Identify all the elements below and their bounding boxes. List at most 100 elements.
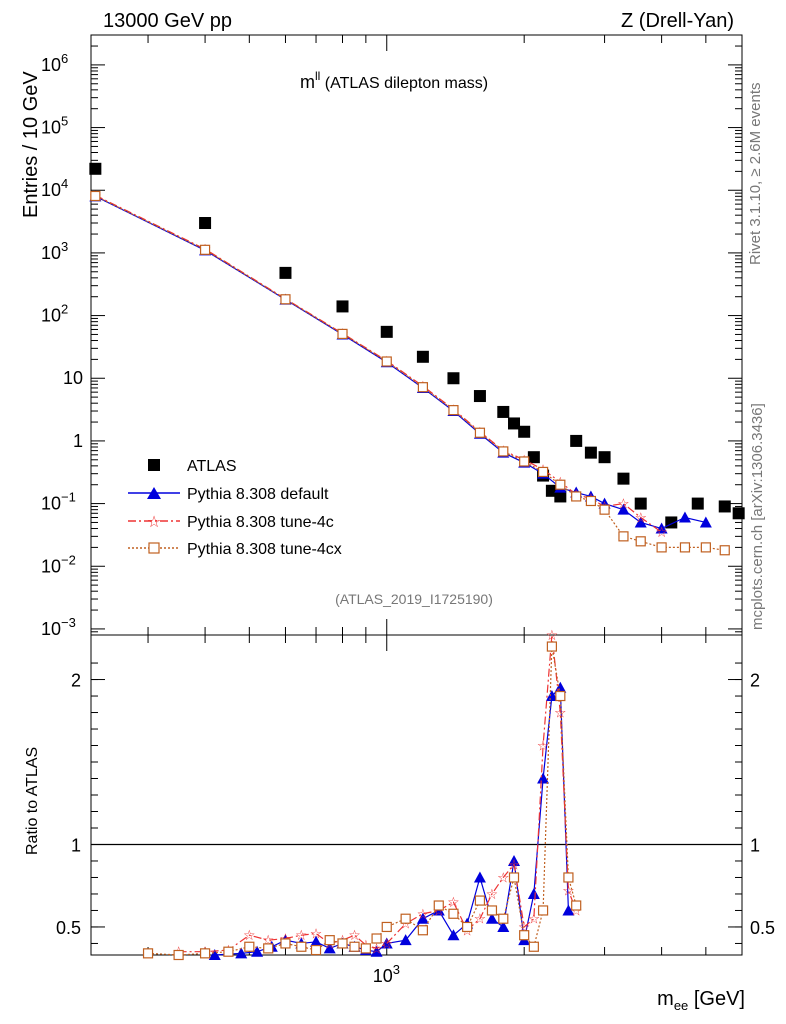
- main-series-line: [95, 195, 706, 530]
- ratio-data-point: [416, 912, 429, 924]
- ratio-series-line: [148, 646, 577, 956]
- ratio-data-point: [223, 946, 234, 957]
- ratio-data-point: ☆: [348, 928, 361, 944]
- main-data-point: [634, 497, 647, 510]
- ratio-data-point: [310, 944, 322, 956]
- ratio-data-point: [497, 920, 510, 932]
- main-data-point: [199, 244, 211, 255]
- ratio-data-point: ☆: [554, 706, 567, 722]
- ratio-data-point: [263, 943, 274, 954]
- ratio-data-point: [337, 938, 348, 949]
- main-data-point: [617, 472, 630, 485]
- main-data-point: [497, 405, 510, 418]
- main-data-point: [718, 500, 731, 513]
- main-data-point: [381, 356, 392, 367]
- ratio-y-tick-label-right: 1: [750, 835, 760, 855]
- ratio-data-point: ☆: [310, 927, 323, 943]
- legend-atlas-marker: [148, 459, 160, 471]
- main-data-point: [635, 536, 646, 547]
- legend: ATLAS Pythia 8.308 default ☆ Pythia 8.30…: [128, 458, 342, 558]
- ratio-data-point: [370, 945, 383, 957]
- main-data-point: [448, 405, 459, 416]
- main-data-point: [599, 504, 610, 515]
- main-y-tick-label: 10: [63, 368, 83, 388]
- main-y-tick-label: 105: [41, 114, 68, 138]
- main-data-point: [498, 446, 509, 457]
- main-data-point: [518, 425, 531, 438]
- ratio-data-point: [324, 935, 335, 946]
- ratio-series-line: [178, 634, 577, 953]
- ratio-data-point: ☆: [508, 857, 521, 873]
- ratio-data-point: [235, 947, 248, 959]
- ratio-data-point: [527, 887, 540, 899]
- ratio-axis-ticks: 103 2 2 1 1 0.5 0.5: [56, 635, 775, 986]
- ratio-data-point: [360, 943, 371, 954]
- ratio-data-point: [562, 904, 575, 916]
- ratio-y-tick-label: 1: [71, 835, 81, 855]
- main-data-point: [537, 466, 549, 478]
- legend-atlas-label: ATLAS: [187, 458, 237, 475]
- ratio-data-point: [244, 941, 255, 952]
- legend-4c-marker: ☆: [147, 512, 161, 531]
- ratio-data-point: [381, 921, 392, 933]
- ratio-data-point: ☆: [537, 739, 550, 755]
- legend-default-label: Pythia 8.308 default: [187, 486, 329, 503]
- main-data-point: [634, 516, 647, 528]
- main-series-line: [95, 195, 725, 551]
- main-data-point: [380, 325, 393, 338]
- main-data-point: [700, 542, 711, 553]
- ratio-data-point: [208, 949, 221, 960]
- ratio-data-point: [485, 912, 498, 924]
- ratio-data-point: [563, 872, 574, 883]
- legend-4cx-label: Pythia 8.308 tune-4cx: [187, 541, 342, 558]
- ratio-data-point: [199, 948, 211, 959]
- ratio-data-point: [473, 871, 486, 883]
- ratio-data-point: [571, 900, 582, 911]
- main-data-point: [337, 328, 348, 340]
- main-data-point: [416, 350, 429, 363]
- ratio-data-point: ☆: [243, 928, 256, 944]
- ratio-data-point: [546, 641, 557, 652]
- ratio-data-point: [508, 854, 521, 866]
- ratio-data-point: [537, 772, 550, 784]
- ratio-data-point: [555, 690, 566, 702]
- main-data-point: [417, 382, 428, 393]
- main-data-point: [598, 451, 611, 464]
- main-y-tick-label: 10−3: [41, 615, 76, 639]
- ratio-data-point: [528, 941, 539, 952]
- x-tick-label: 103: [373, 962, 400, 986]
- main-data-point: [508, 417, 521, 430]
- legend-default-marker: [147, 487, 161, 499]
- main-data-point: [699, 516, 712, 528]
- main-data-point: ☆: [655, 525, 668, 541]
- ratio-data-point: [417, 925, 428, 936]
- ratio-data-point: ☆: [497, 870, 510, 886]
- ratio-data-point: [545, 690, 558, 702]
- ratio-data-point: [142, 948, 154, 959]
- main-data-point: [554, 490, 567, 503]
- ratio-data-point: [296, 941, 307, 952]
- main-data-point: [474, 427, 486, 438]
- main-y-tick-label: 103: [41, 239, 68, 263]
- main-y-tick-label: 106: [41, 51, 68, 75]
- main-data-point: [585, 495, 596, 507]
- main-data-point: [336, 300, 349, 313]
- main-data-point: [473, 390, 486, 403]
- main-data-point: [527, 451, 540, 464]
- ratio-data-point: [447, 929, 460, 941]
- main-series-line: [95, 194, 662, 533]
- main-data-point: [679, 542, 691, 553]
- main-data-point: [519, 456, 530, 467]
- ratio-data-point: [519, 930, 530, 941]
- ratio-data-point: [400, 913, 411, 924]
- ratio-data-point: ☆: [528, 912, 541, 928]
- ratio-y-tick-label: 0.5: [56, 918, 81, 938]
- ratio-y-tick-label: 2: [71, 671, 81, 691]
- main-data-point: [732, 507, 745, 520]
- beam-label: 13000 GeV pp: [103, 10, 232, 32]
- main-data-point: [618, 531, 629, 542]
- ratio-data-point: ☆: [447, 895, 460, 911]
- mcplots-label: mcplots.cern.ch [arXiv:1306.3436]: [749, 403, 766, 630]
